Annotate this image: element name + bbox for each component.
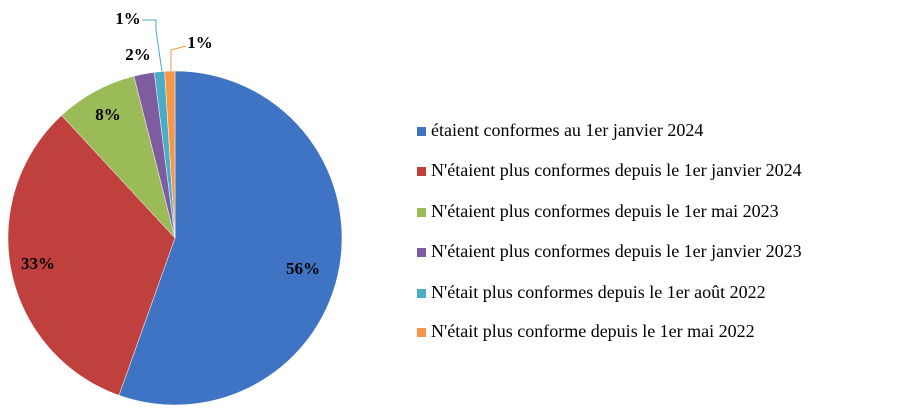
data-label: 1%: [115, 9, 141, 28]
legend-swatch: [417, 167, 426, 176]
legend-label: N'étaient plus conformes depuis le 1er j…: [431, 241, 802, 261]
pie-slice: [118, 70, 343, 406]
pie-slice: [164, 70, 176, 239]
leader-line: [170, 45, 187, 72]
legend-swatch: [417, 248, 426, 257]
data-label: 56%: [286, 259, 320, 278]
legend-label: N'étaient plus conformes depuis le 1er m…: [431, 201, 779, 221]
data-label: 2%: [125, 45, 151, 64]
data-label: 33%: [21, 254, 55, 273]
legend-swatch: [417, 328, 426, 337]
legend-swatch: [417, 289, 426, 298]
leader-line: [142, 19, 163, 73]
data-label: 8%: [95, 105, 121, 124]
legend-swatch: [417, 127, 426, 136]
legend-swatch: [417, 208, 426, 217]
pie-slice: [7, 115, 176, 396]
legend-label: N'étaient plus conformes depuis le 1er j…: [431, 160, 802, 180]
data-label: 1%: [187, 33, 213, 52]
legend-label: N'était plus conformes depuis le 1er aoû…: [431, 282, 766, 302]
legend-label: étaient conformes au 1er janvier 2024: [431, 120, 703, 140]
legend-label: N'était plus conforme depuis le 1er mai …: [431, 321, 755, 341]
